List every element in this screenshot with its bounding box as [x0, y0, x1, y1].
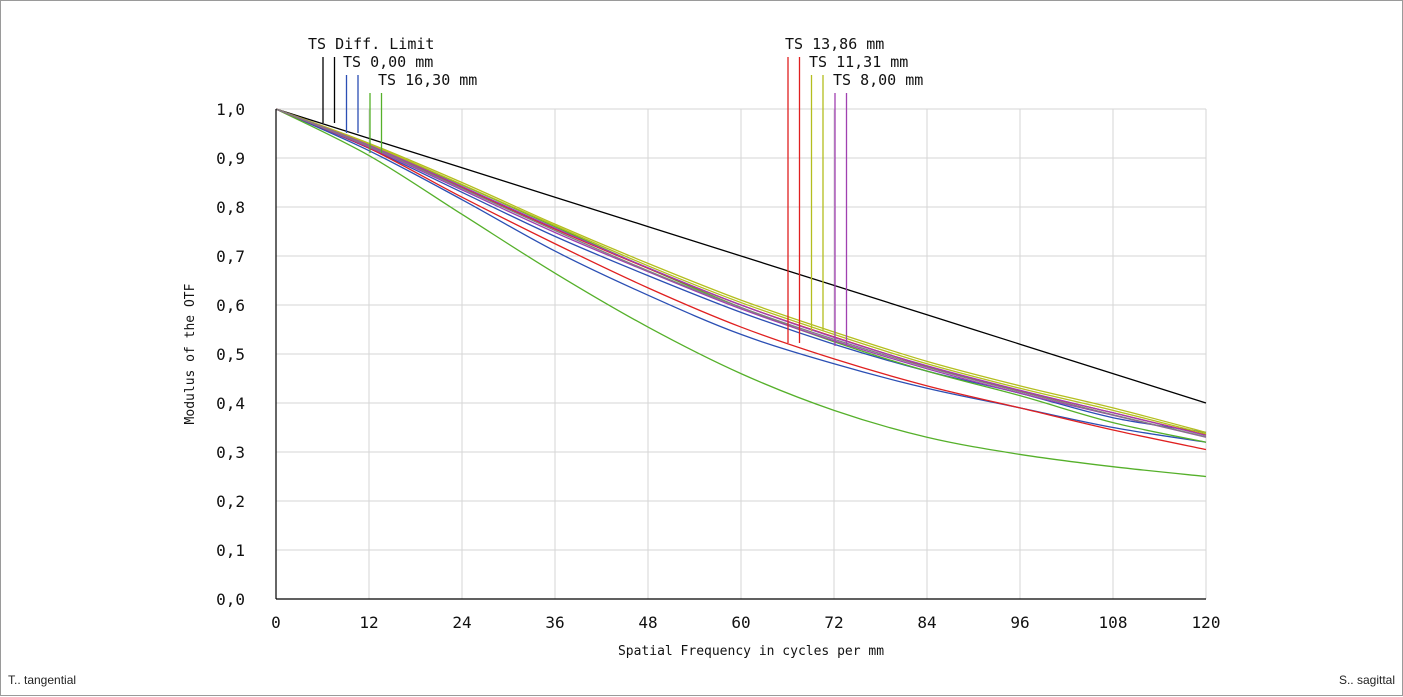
x-tick-label: 12 — [359, 613, 378, 632]
tangential-note: T.. tangential — [8, 673, 77, 687]
series-lines — [275, 108, 1207, 478]
x-tick-label: 36 — [545, 613, 564, 632]
legend-label: TS 0,00 mm — [343, 53, 433, 71]
y-tick-label: 0,5 — [216, 345, 245, 364]
grid — [275, 108, 1207, 600]
y-tick-label: 0,1 — [216, 541, 245, 560]
y-tick-label: 0,7 — [216, 247, 245, 266]
x-tick-label: 24 — [452, 613, 471, 632]
y-tick-label: 0,3 — [216, 443, 245, 462]
y-tick-label: 0,4 — [216, 394, 245, 413]
x-tick-label: 120 — [1192, 613, 1221, 632]
series-line — [275, 108, 1207, 438]
y-tick-label: 1,0 — [216, 100, 245, 119]
legend-label: TS Diff. Limit — [308, 35, 434, 53]
x-tick-label: 96 — [1010, 613, 1029, 632]
series-line — [275, 108, 1207, 438]
legend-label: TS 16,30 mm — [378, 71, 477, 89]
x-tick-label: 60 — [731, 613, 750, 632]
axes: 0 12 24 36 48 60 72 84 96 108 120 0,0 0,1 0,2 0,3 0,4 0,… — [183, 100, 1220, 659]
y-tick-label: 0,6 — [216, 296, 245, 315]
y-tick-label: 0,0 — [216, 590, 245, 609]
sagittal-note: S.. sagittal — [1338, 673, 1395, 687]
series-line — [275, 108, 1207, 404]
x-tick-label: 108 — [1099, 613, 1128, 632]
x-tick-label: 72 — [824, 613, 843, 632]
legend-label: TS 13,86 mm — [785, 35, 884, 53]
y-axis-title: Modulus of the OTF — [183, 283, 198, 424]
legend-label: TS 11,31 mm — [809, 53, 908, 71]
legend-label: TS 8,00 mm — [833, 71, 923, 89]
series-line — [275, 108, 1207, 478]
y-tick-label: 0,9 — [216, 149, 245, 168]
x-axis-title: Spatial Frequency in cycles per mm — [618, 644, 884, 659]
y-tick-label: 0,2 — [216, 492, 245, 511]
series-line — [275, 108, 1207, 436]
series-line — [275, 108, 1207, 451]
x-tick-label: 48 — [638, 613, 657, 632]
x-tick-label: 84 — [917, 613, 936, 632]
y-tick-label: 0,8 — [216, 198, 245, 217]
x-tick-label: 0 — [271, 613, 281, 632]
series-line — [275, 108, 1207, 434]
series-line — [275, 108, 1207, 435]
